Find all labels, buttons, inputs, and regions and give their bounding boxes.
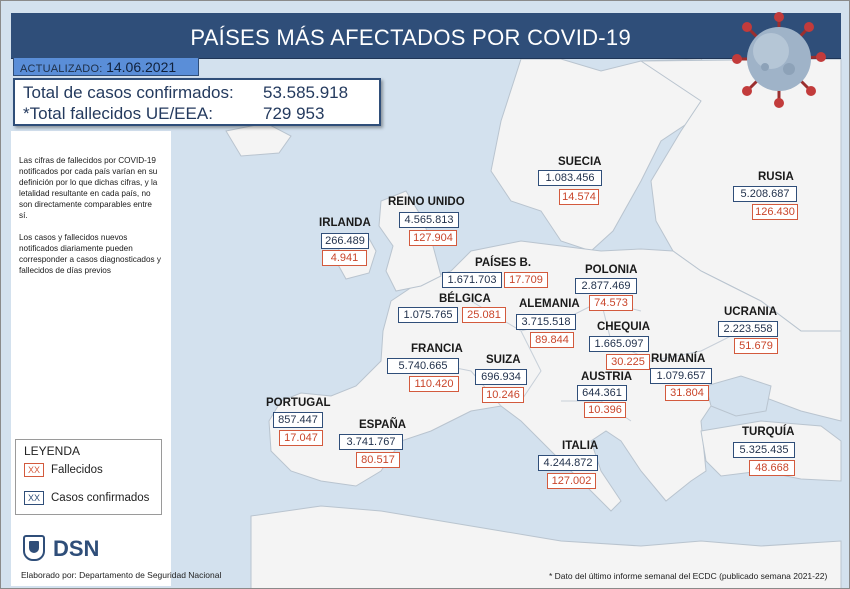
legend: LEYENDA XX Fallecidos XX Casos confirmados (15, 439, 162, 515)
legend-cases-label: Casos confirmados (51, 492, 150, 505)
deaths-francia: 110.420 (409, 376, 459, 392)
country-name-irlanda: IRLANDA (319, 217, 371, 229)
cases-reino-unido: 4.565.813 (399, 212, 459, 228)
country-name-belgica: BÉLGICA (439, 293, 491, 305)
cases-turquia: 5.325.435 (733, 442, 795, 458)
country-name-polonia: POLONIA (585, 264, 638, 276)
country-name-portugal: PORTUGAL (266, 397, 331, 409)
credit: Elaborado por: Departamento de Seguridad… (21, 570, 222, 580)
legend-deaths-swatch: XX (24, 463, 44, 477)
deaths-rusia: 126.430 (752, 204, 798, 220)
deaths-paises-b: 17.709 (504, 272, 548, 288)
deaths-suecia: 14.574 (559, 189, 599, 205)
cases-espana: 3.741.767 (339, 434, 403, 450)
logo-text: DSN (53, 536, 100, 561)
deaths-alemania: 89.844 (530, 332, 574, 348)
country-name-austria: AUSTRIA (581, 371, 633, 383)
deaths-ucrania: 51.679 (734, 338, 778, 354)
cases-alemania: 3.715.518 (516, 314, 576, 330)
cases-paises-b: 1.671.703 (442, 272, 502, 288)
deaths-rumania: 31.804 (665, 385, 709, 401)
footnote: * Dato del último informe semanal del EC… (549, 571, 828, 581)
legend-cases-swatch: XX (24, 491, 44, 505)
cases-suecia: 1.083.456 (538, 170, 602, 186)
deaths-portugal: 17.047 (279, 430, 323, 446)
country-name-francia: FRANCIA (411, 343, 463, 355)
dsn-logo: DSN (23, 534, 143, 564)
deaths-italia: 127.002 (547, 473, 596, 489)
updated-badge: ACTUALIZADO: 14.06.2021 (13, 57, 199, 76)
country-name-rumania: RUMANÍA (651, 353, 706, 365)
country-name-espana: ESPAÑA (359, 419, 407, 431)
cases-ucrania: 2.223.558 (718, 321, 778, 337)
cases-rumania: 1.079.657 (650, 368, 712, 384)
legend-cases: XX Casos confirmados (24, 491, 149, 505)
deaths-polonia: 74.573 (589, 295, 633, 311)
totals-box: Total de casos confirmados: 53.585.918 *… (13, 78, 381, 126)
deaths-reino-unido: 127.904 (409, 230, 457, 246)
cases-polonia: 2.877.469 (575, 278, 637, 294)
cases-portugal: 857.447 (273, 412, 323, 428)
country-name-turquia: TURQUÍA (742, 426, 795, 438)
note-death-definitions: Las cifras de fallecidos por COVID-19 no… (19, 156, 158, 220)
cases-suiza: 696.934 (475, 369, 527, 385)
country-name-suiza: SUIZA (486, 354, 521, 366)
deaths-austria: 10.396 (584, 402, 626, 418)
cases-italia: 4.244.872 (538, 455, 598, 471)
country-name-italia: ITALIA (562, 440, 599, 452)
total-deaths-label: *Total fallecidos UE/EEA: (23, 104, 213, 123)
deaths-chequia: 30.225 (606, 354, 650, 370)
page-title: PAÍSES MÁS AFECTADOS POR COVID-19 (190, 25, 631, 50)
country-name-chequia: CHEQUIA (597, 321, 651, 333)
deaths-suiza: 10.246 (482, 387, 524, 403)
updated-label: ACTUALIZADO: (20, 63, 103, 75)
coronavirus-icon (732, 12, 826, 108)
cases-chequia: 1.665.097 (589, 336, 649, 352)
country-name-suecia: SUECIA (558, 156, 602, 168)
country-name-ucrania: UCRANIA (724, 306, 778, 318)
legend-deaths: XX Fallecidos (24, 463, 103, 477)
country-name-rusia: RUSIA (758, 171, 794, 183)
country-name-alemania: ALEMANIA (519, 298, 580, 310)
land-africa (250, 505, 842, 588)
note-daily-reporting: Los casos y fallecidos nuevos notificado… (19, 233, 161, 275)
total-confirmed-label: Total de casos confirmados: (23, 83, 234, 102)
legend-deaths-label: Fallecidos (51, 464, 103, 477)
header-bar: PAÍSES MÁS AFECTADOS POR COVID-19 (11, 13, 841, 59)
notes: Las cifras de fallecidos por COVID-19 no… (19, 155, 161, 287)
cases-belgica: 1.075.765 (398, 307, 458, 323)
cases-austria: 644.361 (577, 385, 627, 401)
deaths-espana: 80.517 (356, 452, 400, 468)
country-name-paises-b: PAÍSES B. (475, 257, 532, 269)
land-scandinavia (490, 58, 722, 252)
country-name-reino-unido: REINO UNIDO (388, 196, 465, 208)
deaths-belgica: 25.081 (462, 307, 506, 323)
deaths-irlanda: 4.941 (322, 250, 367, 266)
deaths-turquia: 48.668 (749, 460, 795, 476)
total-confirmed-value: 53.585.918 (263, 83, 349, 102)
legend-title: LEYENDA (24, 444, 81, 458)
cases-irlanda: 266.489 (321, 233, 369, 249)
updated-date: 14.06.2021 (106, 59, 177, 75)
sea-black (705, 375, 772, 417)
cases-francia: 5.740.665 (387, 358, 459, 374)
cases-rusia: 5.208.687 (733, 186, 797, 202)
total-confirmed-row: Total de casos confirmados: 53.585.918 (23, 83, 348, 103)
total-deaths-row: *Total fallecidos UE/EEA: 729 953 (23, 104, 324, 124)
coat-of-arms-icon (23, 535, 45, 561)
total-deaths-value: 729 953 (263, 104, 325, 123)
